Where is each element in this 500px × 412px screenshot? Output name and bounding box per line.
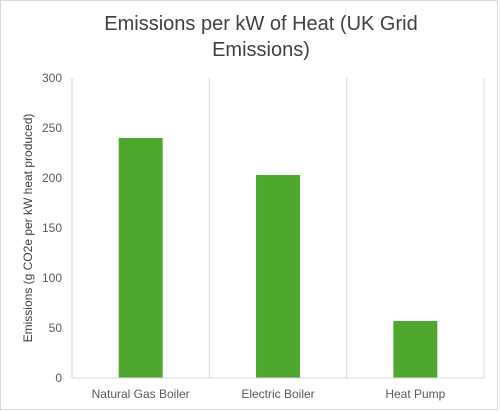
y-axis-label: Emissions (g CO2e per kW heat produced) (21, 114, 35, 343)
x-tick-label: Natural Gas Boiler (92, 387, 190, 401)
y-tick-label: 250 (42, 121, 62, 135)
bar (393, 321, 438, 378)
x-tick-label: Electric Boiler (241, 387, 314, 401)
y-tick-label: 300 (42, 71, 62, 85)
y-axis-ticks: 0 50 100 150 200 250 300 (42, 71, 62, 385)
y-tick-label: 200 (42, 171, 62, 185)
y-tick-label: 150 (42, 221, 62, 235)
bar (118, 138, 163, 378)
x-axis-ticks: Natural Gas Boiler Electric Boiler Heat Pu… (92, 387, 446, 401)
gridlines (71, 78, 485, 378)
x-tick-label: Heat Pump (385, 387, 445, 401)
bar (256, 175, 300, 378)
y-tick-label: 100 (42, 271, 62, 285)
y-tick-label: 50 (49, 321, 63, 335)
bars (118, 138, 438, 378)
y-tick-label: 0 (55, 371, 62, 385)
chart-title: Emissions per kW of Heat (UK Grid Emissi… (104, 13, 418, 61)
